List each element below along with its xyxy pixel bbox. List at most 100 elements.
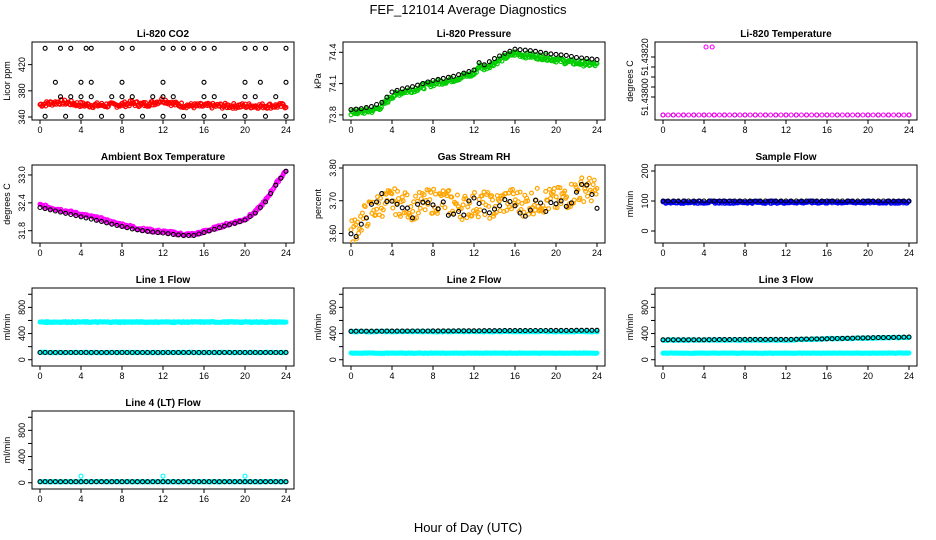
data-point <box>374 328 380 334</box>
data-point <box>855 335 861 341</box>
x-tick-label: 4 <box>701 248 706 258</box>
data-point <box>374 206 380 212</box>
data-point <box>891 112 897 118</box>
data-point <box>206 479 212 485</box>
data-point <box>829 198 835 204</box>
data-point <box>727 112 733 118</box>
data-point <box>252 349 258 356</box>
data-point <box>395 188 401 194</box>
data-point <box>231 100 237 106</box>
data-point <box>262 45 269 51</box>
data-point <box>93 479 99 485</box>
data-point <box>675 112 681 118</box>
data-point <box>875 198 881 204</box>
data-point <box>450 211 457 217</box>
y-tick-label: 400 <box>640 326 650 341</box>
data-point <box>469 213 475 219</box>
data-point <box>396 196 402 202</box>
data-point <box>454 192 460 198</box>
data-point <box>581 199 587 205</box>
data-point <box>247 213 253 220</box>
data-point <box>404 85 410 91</box>
data-point <box>530 211 536 217</box>
data-point <box>196 479 202 485</box>
data-point <box>660 198 666 204</box>
data-point <box>411 199 417 205</box>
data-point <box>901 112 907 118</box>
series-3 <box>660 112 912 118</box>
data-point <box>563 327 569 333</box>
data-point <box>404 328 410 334</box>
plot-area <box>660 334 912 356</box>
data-point <box>232 220 238 226</box>
data-point <box>762 336 769 342</box>
data-point <box>870 112 876 118</box>
data-point <box>252 479 258 485</box>
data-point <box>52 79 58 85</box>
data-point <box>356 230 362 236</box>
data-point <box>824 198 830 204</box>
data-point <box>417 205 423 211</box>
data-point <box>727 337 733 343</box>
data-point <box>415 328 421 334</box>
data-point <box>129 45 135 51</box>
x-tick-label: 12 <box>469 371 479 381</box>
data-point <box>415 198 421 204</box>
data-point <box>680 112 687 118</box>
data-point <box>201 479 207 485</box>
data-point <box>47 349 53 356</box>
data-point <box>88 479 94 485</box>
data-point <box>175 479 181 485</box>
data-point <box>104 349 110 356</box>
data-point <box>47 479 53 485</box>
data-point <box>160 113 166 119</box>
x-tick-label: 24 <box>904 248 914 258</box>
data-point <box>579 327 585 333</box>
x-tick-label: 20 <box>863 248 873 258</box>
data-point <box>803 112 810 118</box>
data-point <box>839 198 845 204</box>
data-point <box>476 60 482 66</box>
data-point <box>201 45 207 51</box>
data-point <box>379 191 385 197</box>
data-point <box>594 205 600 211</box>
plot-frame <box>654 41 918 121</box>
y-tick-label: 800 <box>17 300 27 315</box>
data-point <box>119 45 125 51</box>
y-tick-label: 0 <box>17 357 27 362</box>
data-point <box>461 328 467 334</box>
data-point <box>543 188 549 194</box>
data-point <box>223 102 229 108</box>
data-point <box>400 198 406 204</box>
data-point <box>568 327 574 333</box>
data-point <box>257 479 263 485</box>
series-1 <box>37 168 289 238</box>
y-axis-label: percent <box>313 188 323 219</box>
data-point <box>670 337 676 343</box>
data-point <box>573 189 580 195</box>
data-point <box>499 58 505 64</box>
data-point <box>389 198 395 204</box>
panel-title: Li-820 Pressure <box>437 29 512 40</box>
data-point <box>430 77 436 84</box>
data-point <box>721 337 728 343</box>
data-point <box>732 198 738 204</box>
data-point <box>553 51 559 57</box>
data-point <box>768 336 774 342</box>
data-point <box>711 112 717 118</box>
data-point <box>124 479 130 485</box>
data-point <box>37 204 43 211</box>
data-point <box>476 328 482 334</box>
data-point <box>160 230 166 236</box>
panel-title: Gas Stream RH <box>438 152 511 163</box>
series-2 <box>660 198 912 204</box>
data-point <box>865 335 871 341</box>
x-tick-label: 0 <box>348 125 353 135</box>
data-point <box>262 199 269 205</box>
data-point <box>870 335 876 341</box>
data-point <box>701 198 707 204</box>
y-tick-label: 800 <box>640 300 650 315</box>
data-point <box>783 198 789 204</box>
data-point <box>449 194 455 200</box>
